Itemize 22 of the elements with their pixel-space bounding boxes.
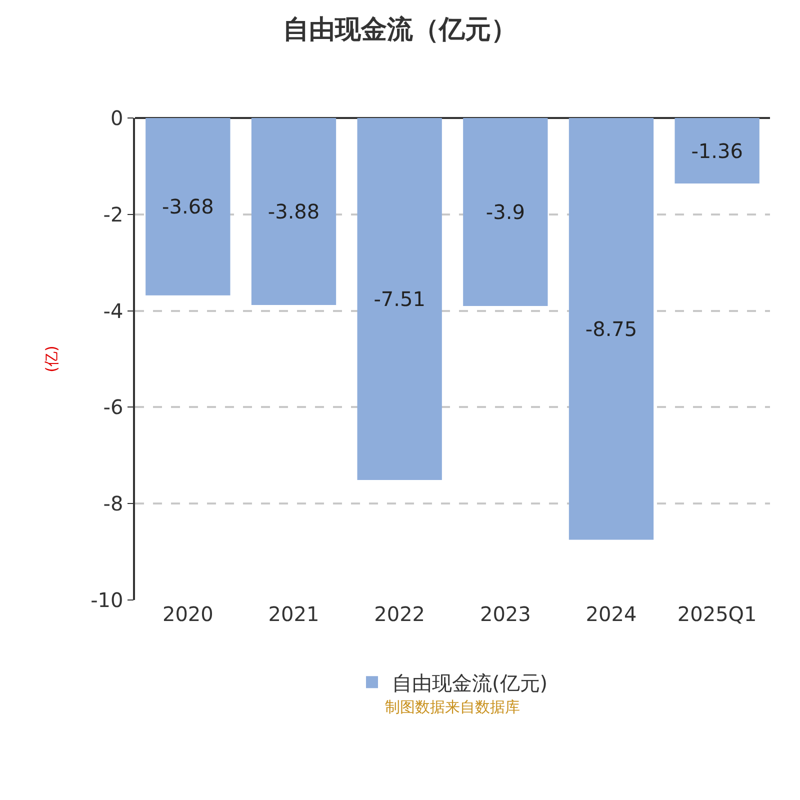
y-axis-title: (亿) [42, 346, 60, 372]
legend-label: 自由现金流(亿元) [392, 670, 548, 695]
data-label: -7.51 [374, 286, 426, 311]
data-label: -8.75 [585, 316, 638, 341]
x-tick-label: 2020 [162, 602, 214, 626]
data-label: -3.88 [268, 200, 320, 224]
x-tick-label: 2023 [480, 602, 531, 626]
x-tick-label: 2022 [374, 602, 426, 626]
x-tick-label: 2025Q1 [677, 602, 757, 626]
chart-title: 自由现金流（亿元） [283, 15, 517, 46]
data-label: -3.68 [162, 194, 214, 219]
x-tick-label: 2024 [586, 602, 637, 626]
y-tick-label: -2 [103, 202, 124, 226]
y-tick-label: -6 [103, 395, 124, 420]
text: 制图数据来自数据库 [385, 698, 520, 716]
data-label: -1.36 [691, 138, 743, 163]
y-tick-label: -4 [103, 298, 124, 323]
x-tick-label: 2021 [268, 602, 320, 626]
y-tick-label: -8 [103, 492, 124, 516]
data-label: -3.9 [486, 200, 525, 224]
y-tick-label: -10 [90, 588, 124, 612]
y-tick-label: 0 [110, 106, 124, 130]
